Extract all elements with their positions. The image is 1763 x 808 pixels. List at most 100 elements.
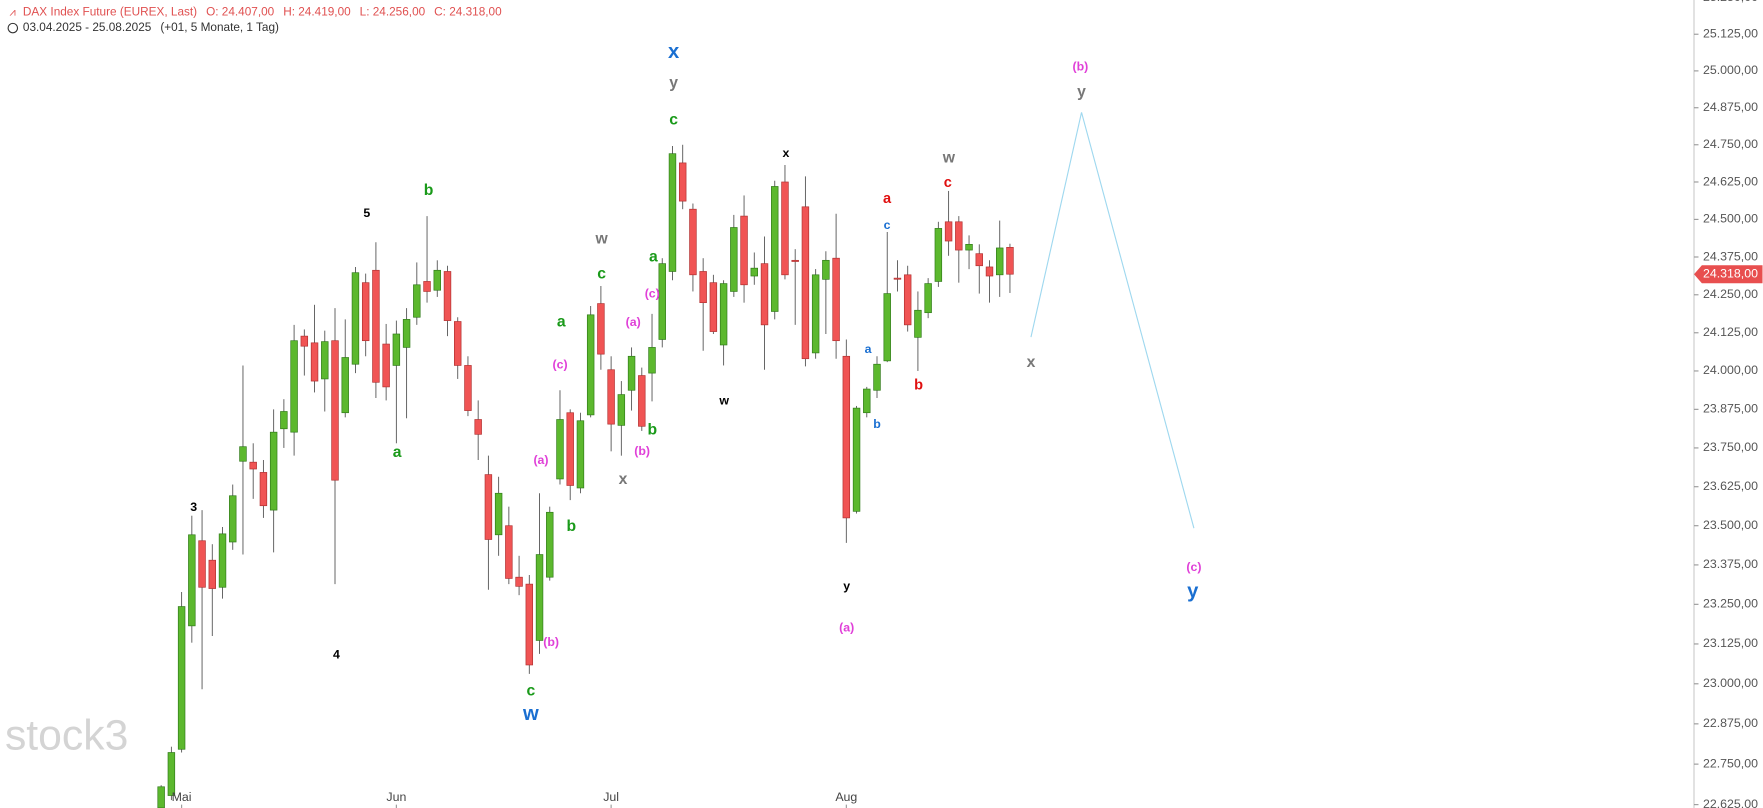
candle-body: [280, 411, 288, 430]
wave-label: 3: [190, 500, 197, 514]
candle-body: [361, 282, 370, 342]
y-tick-label: 25.250,00: [1703, 0, 1758, 4]
candle-body: [586, 314, 595, 416]
candle-body: [269, 431, 278, 511]
wave-label: a: [649, 249, 658, 266]
last-price-badge: [1693, 265, 1763, 284]
candle-body: [955, 221, 963, 251]
candle-body: [157, 786, 165, 808]
y-tick-label: 24.875,00: [1703, 100, 1758, 114]
candle-body: [392, 333, 401, 366]
candle-body: [321, 341, 329, 380]
wave-label: x: [619, 471, 628, 488]
candle-body: [863, 388, 871, 414]
candle-body: [678, 162, 687, 202]
candle-body: [771, 186, 779, 312]
candle-body: [627, 355, 636, 391]
candle-body: [433, 269, 441, 291]
x-tick-label: Jun: [386, 790, 406, 804]
y-tick-label: 22.625,00: [1703, 797, 1758, 808]
wave-label: y: [1077, 83, 1086, 100]
candle-body: [576, 420, 585, 489]
ohlc-label: O: 24.407,00: [206, 5, 275, 18]
candle-body: [525, 583, 534, 666]
candle-body: [259, 472, 268, 507]
wave-label: y: [1187, 581, 1199, 603]
wave-label: b: [914, 377, 923, 393]
y-tick-label: 24.500,00: [1703, 212, 1758, 226]
candle-body: [402, 319, 411, 348]
candle-body: [668, 153, 677, 272]
header: ⩘ DAX Index Future (EUREX, Last) O: 24.40…: [7, 5, 502, 34]
wave-label: c: [597, 265, 606, 282]
candle-body: [505, 525, 513, 579]
y-tick-label: 24.250,00: [1703, 287, 1758, 301]
chart-icon: ⩘: [9, 6, 15, 18]
candle-body: [883, 293, 891, 362]
candle-body: [781, 181, 789, 276]
y-tick-label: 22.875,00: [1703, 716, 1758, 730]
wave-label: (a): [533, 453, 548, 467]
candle-body: [423, 281, 431, 292]
x-tick-label: Mai: [172, 790, 192, 804]
wave-label: (c): [645, 287, 660, 301]
wave-label: x: [783, 146, 790, 160]
candle-body: [515, 576, 523, 587]
candle-body: [709, 282, 718, 332]
candle-body: [218, 533, 227, 588]
candle-body: [740, 215, 748, 286]
candle-body: [699, 271, 707, 304]
wave-label: c: [884, 218, 891, 232]
y-tick-label: 23.375,00: [1703, 557, 1758, 571]
candle-body: [832, 257, 840, 342]
candle-body: [229, 495, 237, 543]
y-tick-label: 24.750,00: [1703, 137, 1758, 151]
candle-body: [249, 461, 257, 470]
candle-body: [188, 534, 196, 627]
candle-body: [914, 309, 922, 338]
candle-body: [607, 369, 615, 425]
wave-label: (a): [839, 620, 854, 634]
candle-body: [719, 283, 728, 346]
candle-body: [198, 540, 206, 588]
wave-label: (c): [553, 357, 568, 371]
candle-body: [811, 274, 820, 354]
wave-label: (b): [543, 635, 559, 649]
y-tick-label: 25.125,00: [1703, 26, 1758, 40]
subtitle: 03.04.2025 - 25.08.2025: [23, 21, 152, 34]
wave-label: a: [557, 314, 566, 331]
candle-body: [638, 375, 646, 427]
ohlc-label: H: 24.419,00: [283, 5, 351, 18]
wave-label: c: [527, 682, 536, 699]
candle-body: [535, 554, 544, 641]
candle-body: [494, 492, 503, 536]
candle-body: [239, 446, 247, 462]
subtitle-note: (+01, 5 Monate, 1 Tag): [160, 21, 279, 34]
candle-body: [484, 474, 493, 540]
candle-body: [372, 269, 380, 383]
y-tick-label: 22.750,00: [1703, 756, 1758, 770]
wave-label: w: [522, 703, 539, 725]
wave-label: y: [843, 579, 850, 593]
y-tick-label: 24.125,00: [1703, 325, 1758, 339]
wave-label: (c): [1186, 560, 1201, 574]
ohlc-label: C: 24.318,00: [434, 5, 502, 18]
candle-body: [944, 221, 953, 242]
wave-label: a: [883, 191, 892, 207]
candle-body: [464, 365, 472, 411]
wave-label: y: [669, 74, 678, 91]
candle-body: [177, 606, 186, 750]
candle-body: [996, 247, 1004, 276]
clock-icon: [7, 22, 19, 34]
x-tick-label: Jul: [603, 790, 619, 804]
candle-body: [658, 263, 666, 340]
candle-body: [730, 227, 738, 292]
candle-body: [167, 752, 176, 796]
candle-body: [760, 263, 769, 326]
ohlc-label: L: 24.256,00: [360, 5, 426, 18]
wave-label: b: [567, 518, 577, 535]
candle-body: [341, 357, 349, 414]
x-tick-label: Aug: [835, 790, 857, 804]
y-tick-label: 23.875,00: [1703, 402, 1758, 416]
